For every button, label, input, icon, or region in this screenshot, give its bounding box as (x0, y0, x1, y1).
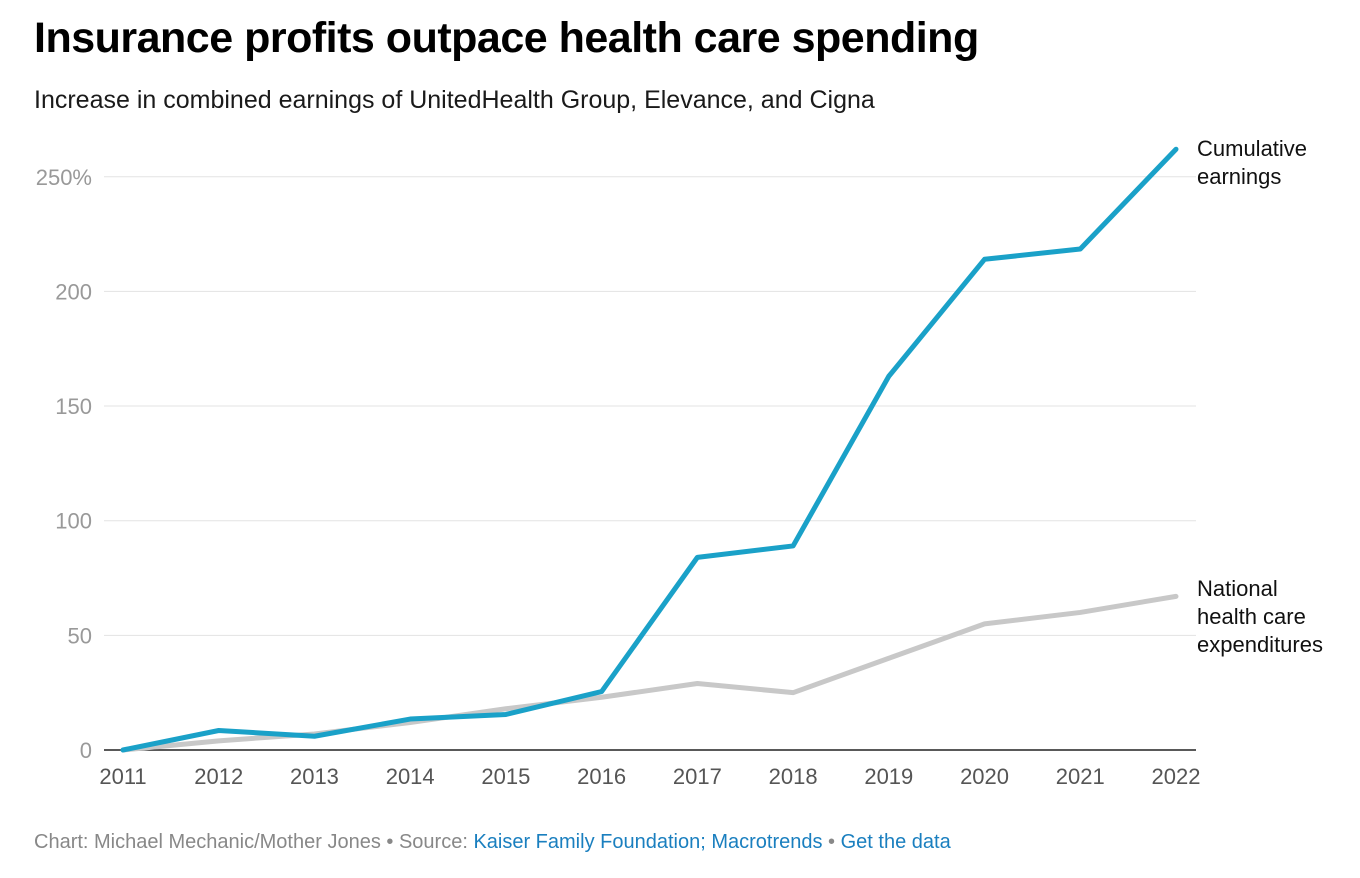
x-tick-label: 2014 (386, 764, 435, 789)
y-axis-ticks: 0 50 100 150 200 250% (36, 165, 92, 763)
x-tick-label: 2018 (769, 764, 818, 789)
x-tick-label: 2011 (99, 764, 146, 789)
chart-footer: Chart: Michael Mechanic/Mother Jones • S… (34, 831, 951, 854)
series-lines (120, 146, 1179, 753)
chart-subtitle: Increase in combined earnings of UnitedH… (34, 86, 875, 114)
source-link[interactable]: Kaiser Family Foundation; Macrotrends (473, 831, 823, 853)
x-tick-label: 2017 (673, 764, 722, 789)
footer-separator: • (822, 831, 841, 853)
gridlines (104, 176, 1196, 751)
x-tick-label: 2022 (1152, 764, 1201, 789)
y-tick-label: 100 (55, 509, 92, 534)
get-the-data-link[interactable]: Get the data (840, 831, 951, 853)
x-tick-label: 2019 (864, 764, 913, 789)
y-tick-label: 150 (55, 394, 92, 419)
x-tick-label: 2012 (194, 764, 243, 789)
y-tick-label: 0 (80, 738, 92, 763)
x-tick-label: 2016 (577, 764, 626, 789)
y-tick-label: 250% (36, 165, 92, 190)
x-tick-label: 2015 (481, 764, 530, 789)
footer-separator: • (380, 831, 399, 853)
source-label: Source: (398, 831, 474, 853)
chart-credit: Chart: Michael Mechanic/Mother Jones (34, 831, 381, 853)
x-tick-label: 2020 (960, 764, 1009, 789)
x-axis-ticks: 2011 2012 2013 2014 2015 2016 2017 2018 2019 2020… (99, 764, 1200, 789)
series-line-national-health-expenditures (120, 593, 1179, 753)
series-label-cumulative-earnings: Cumulative earnings (1197, 136, 1307, 189)
series-line-cumulative-earnings (120, 146, 1179, 753)
x-tick-label: 2013 (290, 764, 339, 789)
y-tick-label: 50 (68, 623, 92, 648)
x-tick-label: 2021 (1056, 764, 1105, 789)
series-labels: National health care expenditures Cumulativ… (1197, 136, 1323, 657)
series-label-national-health-expenditures: National health care expenditures (1197, 576, 1323, 657)
chart-title: Insurance profits outpace health care sp… (34, 14, 979, 62)
y-tick-label: 200 (55, 279, 92, 304)
